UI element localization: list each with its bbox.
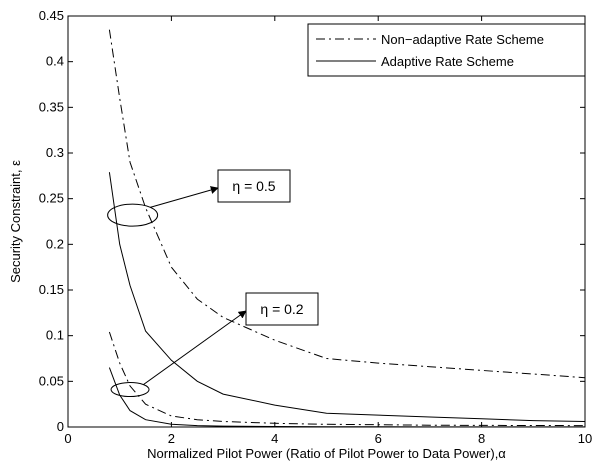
legend-box — [307, 23, 586, 77]
legend: Non−adaptive Rate Scheme Adaptive Rate Sc… — [307, 23, 586, 77]
y-tick-label: 0.45 — [39, 8, 64, 23]
series-lines — [108, 29, 586, 428]
series-line-non-adaptive-2 — [108, 331, 586, 427]
y-tick-label: 0.2 — [46, 236, 64, 251]
series-line-non-adaptive-0 — [108, 29, 586, 379]
y-tick-label: 0.35 — [39, 99, 64, 114]
x-tick-label: 2 — [168, 431, 175, 446]
y-tick-label: 0 — [57, 419, 64, 434]
x-tick-label: 6 — [375, 431, 382, 446]
annotation-label: η = 0.2 — [260, 301, 303, 317]
x-tick-label: 8 — [478, 431, 485, 446]
y-tick-label: 0.1 — [46, 328, 64, 343]
x-axis-label: Normalized Pilot Power (Ratio of Pilot P… — [147, 446, 506, 461]
y-tick-label: 0.15 — [39, 282, 64, 297]
x-tick-label: 4 — [271, 431, 278, 446]
series-line-adaptive-3 — [108, 367, 585, 428]
x-tick-label: 10 — [578, 431, 592, 446]
annotation-ellipse — [110, 382, 150, 398]
y-tick-label: 0.25 — [39, 191, 64, 206]
y-axis-label: Security Constraint, ε — [8, 160, 23, 283]
annotation-0: η = 0.5 — [107, 169, 291, 227]
axis-ticks: 0 2 4 6 8 10 0 0.05 0.1 0.15 0.2 0.25 0.3 0.35 0.4 0.45 — [39, 8, 593, 446]
annotation-box — [217, 169, 291, 203]
annotation-ellipse — [107, 203, 159, 227]
y-tick-label: 0.4 — [46, 54, 64, 69]
annotations: η = 0.5 η = 0.2 — [107, 169, 319, 398]
annotation-arrow — [143, 310, 247, 386]
annotation-arrow — [149, 186, 219, 208]
x-tick-label: 0 — [64, 431, 71, 446]
legend-label: Non−adaptive Rate Scheme — [381, 32, 544, 47]
plot-area — [67, 15, 586, 428]
annotation-1: η = 0.2 — [110, 292, 319, 398]
y-tick-label: 0.3 — [46, 145, 64, 160]
annotation-box — [245, 292, 319, 326]
y-tick-label: 0.05 — [39, 373, 64, 388]
annotation-label: η = 0.5 — [232, 178, 275, 194]
series-line-adaptive-1 — [108, 172, 586, 422]
legend-label: Adaptive Rate Scheme — [381, 54, 514, 69]
